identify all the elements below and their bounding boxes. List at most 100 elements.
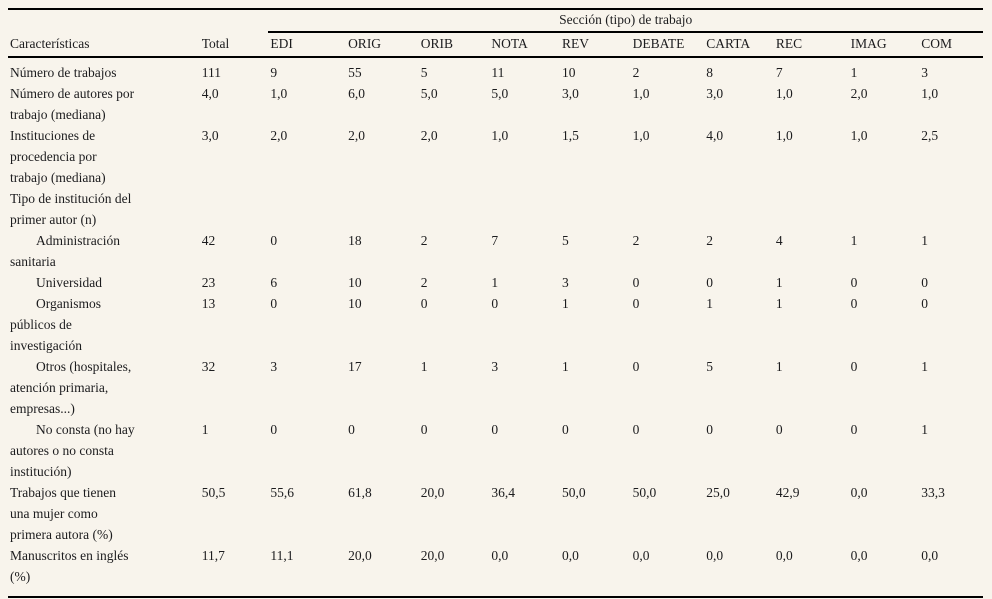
- cell: 3,0: [706, 86, 724, 101]
- cell: 0: [850, 422, 858, 437]
- cell: 33,3: [921, 485, 945, 500]
- cell: 0,0: [562, 548, 579, 563]
- cell: 10: [348, 275, 362, 290]
- column-header-orib: ORIB: [418, 32, 490, 58]
- cell: 1,0: [632, 128, 650, 143]
- cell: 0: [270, 296, 278, 311]
- cell: 1: [562, 359, 569, 374]
- cell: 0,0: [491, 548, 509, 563]
- cell: 1: [562, 296, 569, 311]
- cell: 0: [706, 275, 714, 290]
- cell: 0: [632, 296, 640, 311]
- cell: 20,0: [420, 548, 445, 563]
- cell: 0,0: [850, 548, 868, 563]
- column-header-rec: REC: [773, 32, 849, 58]
- cell: 0: [270, 233, 278, 248]
- cell: 17: [348, 359, 362, 374]
- table-row: Administración sanitaria 42 0 18 2 7 5 2 2 4 1 1: [8, 230, 983, 272]
- cell: 6: [270, 275, 278, 290]
- table-row: Trabajos que tienen una mujer como prime…: [8, 482, 983, 545]
- cell: 2: [420, 275, 428, 290]
- column-header-debate: DEBATE: [630, 32, 705, 58]
- cell: 11,1: [270, 548, 294, 563]
- cell: [774, 188, 849, 230]
- cell: 50,0: [562, 485, 586, 500]
- cell: 13: [201, 296, 216, 311]
- cell: 2: [706, 233, 714, 248]
- cell: 0: [491, 422, 499, 437]
- column-header-nota: NOTA: [489, 32, 560, 58]
- cell: 2,0: [850, 86, 868, 101]
- cell: 7: [775, 65, 783, 80]
- cell: 42,9: [775, 485, 800, 500]
- cell: 1,0: [491, 128, 509, 143]
- cell: 5: [706, 359, 714, 374]
- table-row: Tipo de institución del primer autor (n): [8, 188, 983, 230]
- cell: 50,5: [201, 485, 226, 500]
- column-header-total: Total: [199, 32, 269, 58]
- cell: 7: [491, 233, 499, 248]
- column-header-orig: ORIG: [346, 32, 419, 58]
- cell: 0: [921, 275, 928, 290]
- cell: 0: [632, 275, 640, 290]
- table-row: Número de trabajos 111 9 55 5 11 10 2 8 7 1 3: [8, 57, 983, 83]
- table-row: Otros (hospitales, atención primaria, em…: [8, 356, 983, 419]
- cell: 50,0: [632, 485, 657, 500]
- cell: 18: [348, 233, 362, 248]
- cell: 3: [562, 275, 569, 290]
- cell: 1: [775, 296, 783, 311]
- cell: 0: [420, 296, 428, 311]
- row-label: Organismos públicos de investigación: [10, 296, 102, 353]
- cell: [489, 188, 560, 230]
- cell: [200, 188, 269, 230]
- cell: 1: [420, 359, 428, 374]
- cell: 9: [270, 65, 278, 80]
- row-label: No consta (no hay autores o no consta in…: [10, 422, 135, 479]
- table-body: Número de trabajos 111 9 55 5 11 10 2 8 7 1 3 Número…: [8, 57, 983, 597]
- cell: 6,0: [348, 86, 365, 101]
- cell: 0,0: [921, 548, 939, 563]
- column-header-row: Características Total EDI ORIG ORIB NOTA REV D…: [8, 32, 983, 58]
- row-label: Número de autores por trabajo (mediana): [10, 86, 135, 122]
- cell: 0: [562, 422, 569, 437]
- cell: 0: [706, 422, 714, 437]
- column-header-imag: IMAG: [848, 32, 920, 58]
- characteristics-by-section-table: Sección (tipo) de trabajo Característica…: [8, 8, 983, 598]
- table-header: Sección (tipo) de trabajo Característica…: [8, 9, 983, 58]
- cell: [704, 188, 774, 230]
- cell: 4: [775, 233, 783, 248]
- cell: 0: [632, 422, 640, 437]
- cell: 1: [850, 233, 858, 248]
- cell: 1: [921, 359, 928, 374]
- cell: 2,0: [420, 128, 438, 143]
- cell: 25,0: [706, 485, 730, 500]
- cell: 1: [921, 233, 928, 248]
- cell: 4,0: [706, 128, 724, 143]
- column-header-com: COM: [919, 32, 983, 58]
- cell: 0,0: [706, 548, 724, 563]
- table-row: Número de autores por trabajo (mediana) 4…: [8, 83, 983, 125]
- cell: 0: [270, 422, 278, 437]
- cell: 1: [491, 275, 499, 290]
- cell: 1,0: [850, 128, 868, 143]
- cell: 0: [921, 296, 928, 311]
- cell: 2: [632, 233, 640, 248]
- cell: 0: [632, 359, 640, 374]
- cell: 1,0: [270, 86, 288, 101]
- row-label: Universidad: [36, 275, 102, 290]
- table-row: Instituciones de procedencia por trabajo…: [8, 125, 983, 188]
- cell: 3: [921, 65, 928, 80]
- cell: 55: [348, 65, 362, 80]
- cell: 11,7: [201, 548, 225, 563]
- cell: 2,0: [270, 128, 288, 143]
- cell: 1: [201, 422, 209, 437]
- cell: 5: [562, 233, 569, 248]
- cell: 1,5: [562, 128, 579, 143]
- column-header-rev: REV: [560, 32, 631, 58]
- spanner-spacer: [8, 9, 268, 32]
- column-header-caracteristicas: Características: [8, 32, 200, 58]
- cell: 0: [850, 359, 858, 374]
- cell: 2: [420, 233, 428, 248]
- cell: 0: [850, 275, 858, 290]
